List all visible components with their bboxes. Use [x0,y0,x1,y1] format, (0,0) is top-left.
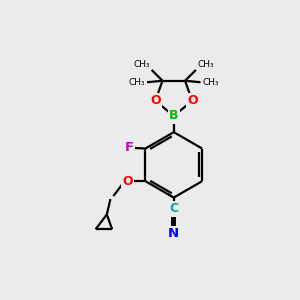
Text: CH₃: CH₃ [202,78,219,87]
Text: O: O [187,94,197,107]
Text: CH₃: CH₃ [134,60,150,69]
Text: F: F [124,141,134,154]
Text: C: C [169,202,178,215]
Text: O: O [150,94,161,107]
Text: N: N [168,227,179,240]
Text: CH₃: CH₃ [197,60,214,69]
Text: B: B [169,109,178,122]
Text: CH₃: CH₃ [129,78,146,87]
Text: O: O [122,175,133,188]
